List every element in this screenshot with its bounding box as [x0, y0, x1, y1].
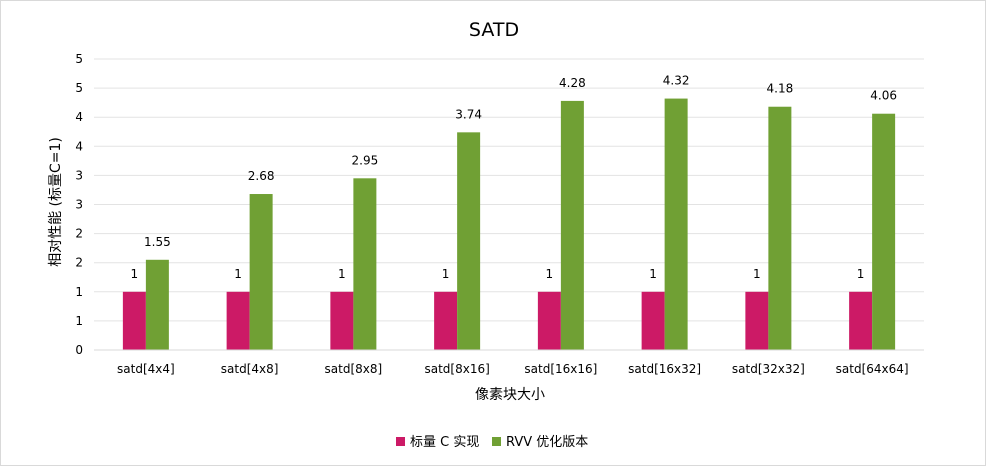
bar	[457, 132, 481, 350]
y-tick-label: 0	[75, 343, 83, 357]
y-tick-label: 4	[75, 139, 83, 153]
data-labels: 1 1.55 1 2.68 1 2.95 1 3.74 1 4.28 1 4.32 1 4.18 1 4.06	[131, 74, 897, 281]
x-category-label: satd[8x8]	[325, 362, 383, 376]
data-label: 4.06	[870, 89, 897, 103]
legend-swatch	[396, 437, 405, 446]
x-category-label: satd[16x16]	[524, 362, 597, 376]
y-tick-label: 2	[75, 227, 83, 241]
data-label: 1	[546, 267, 554, 281]
legend-label: 标量 C 实现	[410, 435, 479, 450]
y-tick-label: 1	[75, 314, 83, 328]
bar	[330, 291, 354, 350]
y-tick-label: 3	[75, 168, 83, 182]
data-label: 1	[338, 267, 346, 281]
bar	[434, 291, 458, 350]
data-label: 1	[131, 267, 139, 281]
y-tick-label: 2	[75, 256, 83, 270]
data-label: 4.32	[663, 74, 690, 88]
data-label: 1	[649, 267, 657, 281]
data-label: 1	[442, 267, 450, 281]
bar	[353, 178, 377, 350]
x-axis-categories: satd[4x4] satd[4x8] satd[8x8] satd[8x16] sat…	[117, 362, 909, 376]
x-category-label: satd[4x4]	[117, 362, 175, 376]
gridlines	[94, 58, 924, 322]
y-tick-label: 3	[75, 198, 83, 212]
data-label: 2.95	[352, 153, 379, 167]
bar	[745, 291, 769, 350]
x-category-label: satd[64x64]	[836, 362, 909, 376]
bar	[537, 291, 561, 350]
x-category-label: satd[4x8]	[221, 362, 279, 376]
data-label: 1	[857, 267, 865, 281]
x-category-label: satd[32x32]	[732, 362, 805, 376]
bar	[641, 291, 665, 350]
bar	[768, 106, 792, 350]
y-axis-ticks: 0 1 1 2 2 3 3 4 4 5 5	[75, 52, 83, 357]
bar	[872, 113, 896, 350]
data-label: 4.28	[559, 76, 586, 90]
y-axis-title: 相对性能 (标量C=1)	[48, 137, 64, 267]
x-category-label: satd[8x16]	[424, 362, 489, 376]
bar	[249, 194, 273, 350]
x-axis-title: 像素块大小	[475, 387, 545, 403]
bar	[560, 100, 584, 351]
data-label: 1	[234, 267, 242, 281]
data-label: 2.68	[248, 169, 275, 183]
bars	[122, 98, 896, 351]
data-label: 1.55	[144, 235, 171, 249]
chart-title: SATD	[469, 19, 519, 41]
y-tick-label: 4	[75, 110, 83, 124]
bar	[664, 98, 688, 351]
bar	[145, 259, 169, 350]
y-tick-label: 5	[75, 81, 83, 95]
data-label: 3.74	[455, 107, 482, 121]
bar	[226, 291, 250, 350]
legend-label: RVV 优化版本	[506, 435, 588, 450]
x-category-label: satd[16x32]	[628, 362, 701, 376]
data-label: 4.18	[767, 82, 794, 96]
legend: 标量 C 实现 RVV 优化版本	[396, 435, 588, 450]
bar	[122, 291, 146, 350]
bar	[849, 291, 873, 350]
y-tick-label: 5	[75, 52, 83, 66]
legend-swatch	[492, 437, 501, 446]
data-label: 1	[753, 267, 761, 281]
y-tick-label: 1	[75, 285, 83, 299]
